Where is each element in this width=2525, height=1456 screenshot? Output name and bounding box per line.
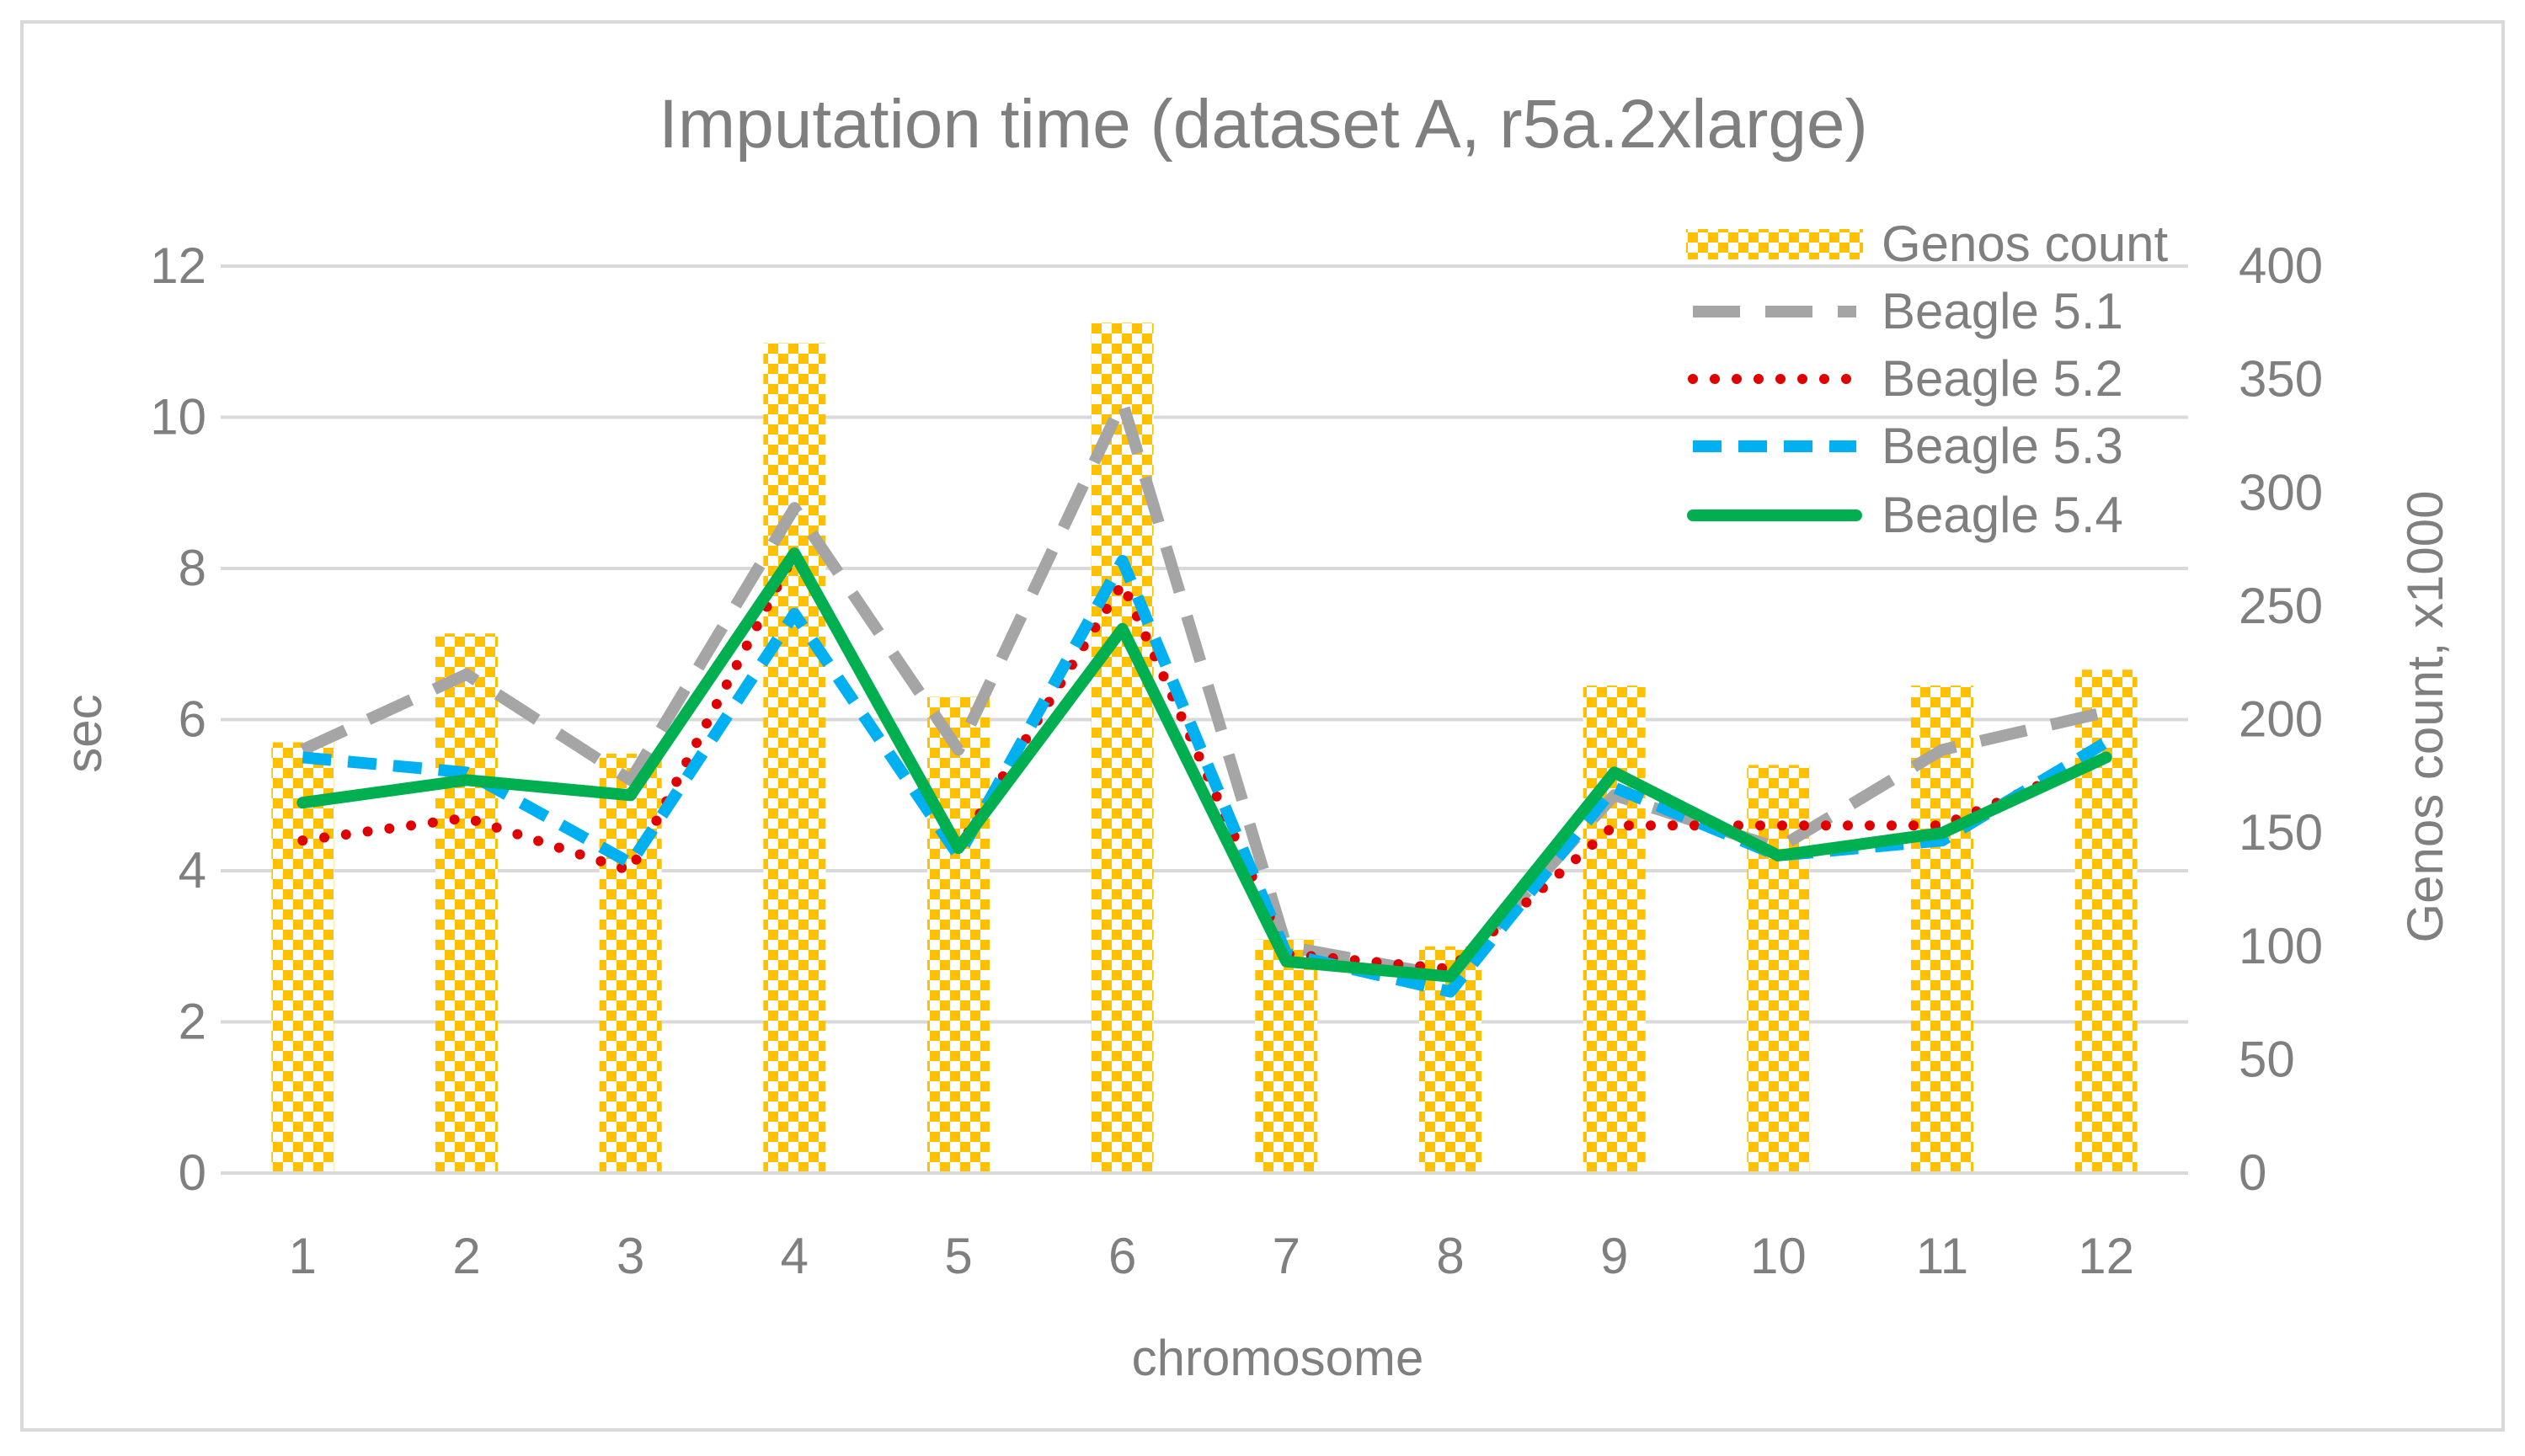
y2-tick-label: 50	[2239, 1031, 2295, 1087]
genos-count-bar	[763, 343, 826, 1173]
y-tick-label: 6	[179, 691, 206, 748]
x-tick-label: 3	[617, 1228, 644, 1284]
genos-count-bar	[599, 753, 662, 1173]
x-tick-label: 11	[1916, 1228, 1968, 1284]
legend-swatch-genos-count	[1686, 229, 1863, 259]
y-tick-label: 2	[179, 994, 206, 1050]
legend-label: Beagle 5.2	[1882, 350, 2123, 407]
chart-title: Imputation time (dataset A, r5a.2xlarge)	[659, 86, 1868, 163]
x-axis-title: chromosome	[1132, 1330, 1424, 1386]
y2-tick-label: 350	[2239, 351, 2323, 408]
x-tick-label: 12	[2078, 1228, 2134, 1284]
x-tick-label: 5	[944, 1228, 972, 1284]
y-axis-ticks: 0 2 4 6 8 10 12	[150, 237, 206, 1201]
series-line-beagle-5-1	[300, 396, 2108, 983]
x-tick-label: 2	[452, 1228, 480, 1284]
x-tick-label: 4	[781, 1228, 809, 1284]
series-line-beagle-5-4	[296, 547, 2112, 983]
genos-count-bar	[927, 696, 990, 1173]
genos-count-bar	[2074, 669, 2138, 1173]
legend: Genos count Beagle 5.1 Beagle 5.2 Beagle 5.…	[1686, 216, 2169, 543]
series-line-beagle-5-2	[297, 548, 2111, 974]
y-tick-label: 8	[179, 540, 206, 596]
y-tick-label: 12	[150, 237, 206, 294]
y2-tick-label: 200	[2239, 691, 2323, 748]
genos-count-bar	[1091, 323, 1154, 1173]
x-tick-label: 10	[1750, 1228, 1807, 1284]
y2-axis-title: Genos count, x1000	[2397, 490, 2453, 942]
genos-count-bar	[271, 742, 334, 1173]
y2-tick-label: 100	[2239, 918, 2323, 974]
x-tick-label: 9	[1600, 1228, 1628, 1284]
x-tick-label: 6	[1108, 1228, 1136, 1284]
x-tick-label: 8	[1436, 1228, 1464, 1284]
series-lines	[296, 396, 2112, 998]
x-axis-ticks: 1 2 3 4 5 6 7 8 9 10 11 12	[289, 1228, 2134, 1284]
genos-count-bar	[1255, 939, 1318, 1173]
genos-count-bar	[435, 633, 498, 1173]
y2-tick-label: 400	[2239, 237, 2323, 294]
legend-label: Beagle 5.1	[1882, 283, 2123, 339]
legend-label: Beagle 5.3	[1882, 418, 2123, 474]
y-axis-title: sec	[56, 694, 112, 772]
legend-label: Beagle 5.4	[1882, 487, 2123, 543]
y-tick-label: 10	[150, 389, 206, 445]
genos-count-bar	[1583, 685, 1646, 1173]
y2-tick-label: 150	[2239, 804, 2323, 861]
y2-tick-label: 250	[2239, 578, 2323, 634]
y-tick-label: 4	[179, 842, 206, 899]
x-tick-label: 7	[1273, 1228, 1300, 1284]
x-tick-label: 1	[289, 1228, 317, 1284]
legend-label: Genos count	[1882, 216, 2169, 272]
y2-axis-ticks: 0 50 100 150 200 250 300 350 400	[2239, 237, 2323, 1201]
gridlines	[221, 264, 2188, 1024]
y2-tick-label: 0	[2239, 1144, 2266, 1201]
y2-tick-label: 300	[2239, 464, 2323, 520]
y-tick-label: 0	[179, 1144, 206, 1201]
